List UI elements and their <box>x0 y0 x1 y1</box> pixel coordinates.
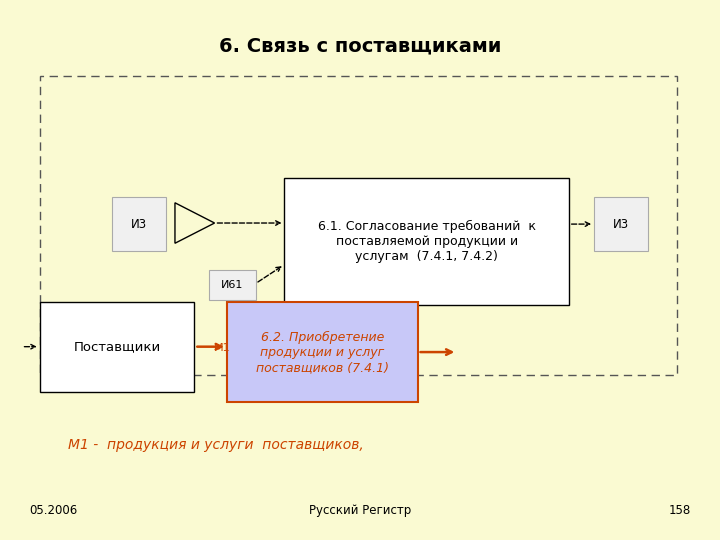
Text: 05.2006: 05.2006 <box>29 504 77 517</box>
Text: 6.1. Согласование требований  к
поставляемой продукции и
услугам  (7.4.1, 7.4.2): 6.1. Согласование требований к поставляе… <box>318 220 536 263</box>
FancyBboxPatch shape <box>112 197 166 251</box>
Text: М1: М1 <box>213 343 230 353</box>
Text: И61: И61 <box>221 280 243 290</box>
FancyBboxPatch shape <box>209 270 256 300</box>
FancyArrowPatch shape <box>420 349 451 355</box>
Text: 158: 158 <box>669 504 691 517</box>
FancyArrowPatch shape <box>258 267 281 282</box>
Text: Поставщики: Поставщики <box>73 340 161 354</box>
FancyArrowPatch shape <box>197 344 221 349</box>
FancyArrowPatch shape <box>217 221 280 225</box>
Text: И3: И3 <box>130 218 147 231</box>
Text: 6.2. Приобретение
продукции и услуг
поставщиков (7.4.1): 6.2. Приобретение продукции и услуг пост… <box>256 331 389 374</box>
FancyBboxPatch shape <box>40 302 194 392</box>
Text: Русский Регистр: Русский Регистр <box>309 504 411 517</box>
Text: М1 -  продукция и услуги  поставщиков,: М1 - продукция и услуги поставщиков, <box>68 438 364 453</box>
Text: 6. Связь с поставщиками: 6. Связь с поставщиками <box>219 36 501 56</box>
Text: И3: И3 <box>613 218 629 231</box>
FancyArrowPatch shape <box>572 222 590 226</box>
FancyBboxPatch shape <box>594 197 648 251</box>
FancyBboxPatch shape <box>284 178 569 305</box>
FancyArrowPatch shape <box>24 345 35 349</box>
FancyBboxPatch shape <box>227 302 418 402</box>
